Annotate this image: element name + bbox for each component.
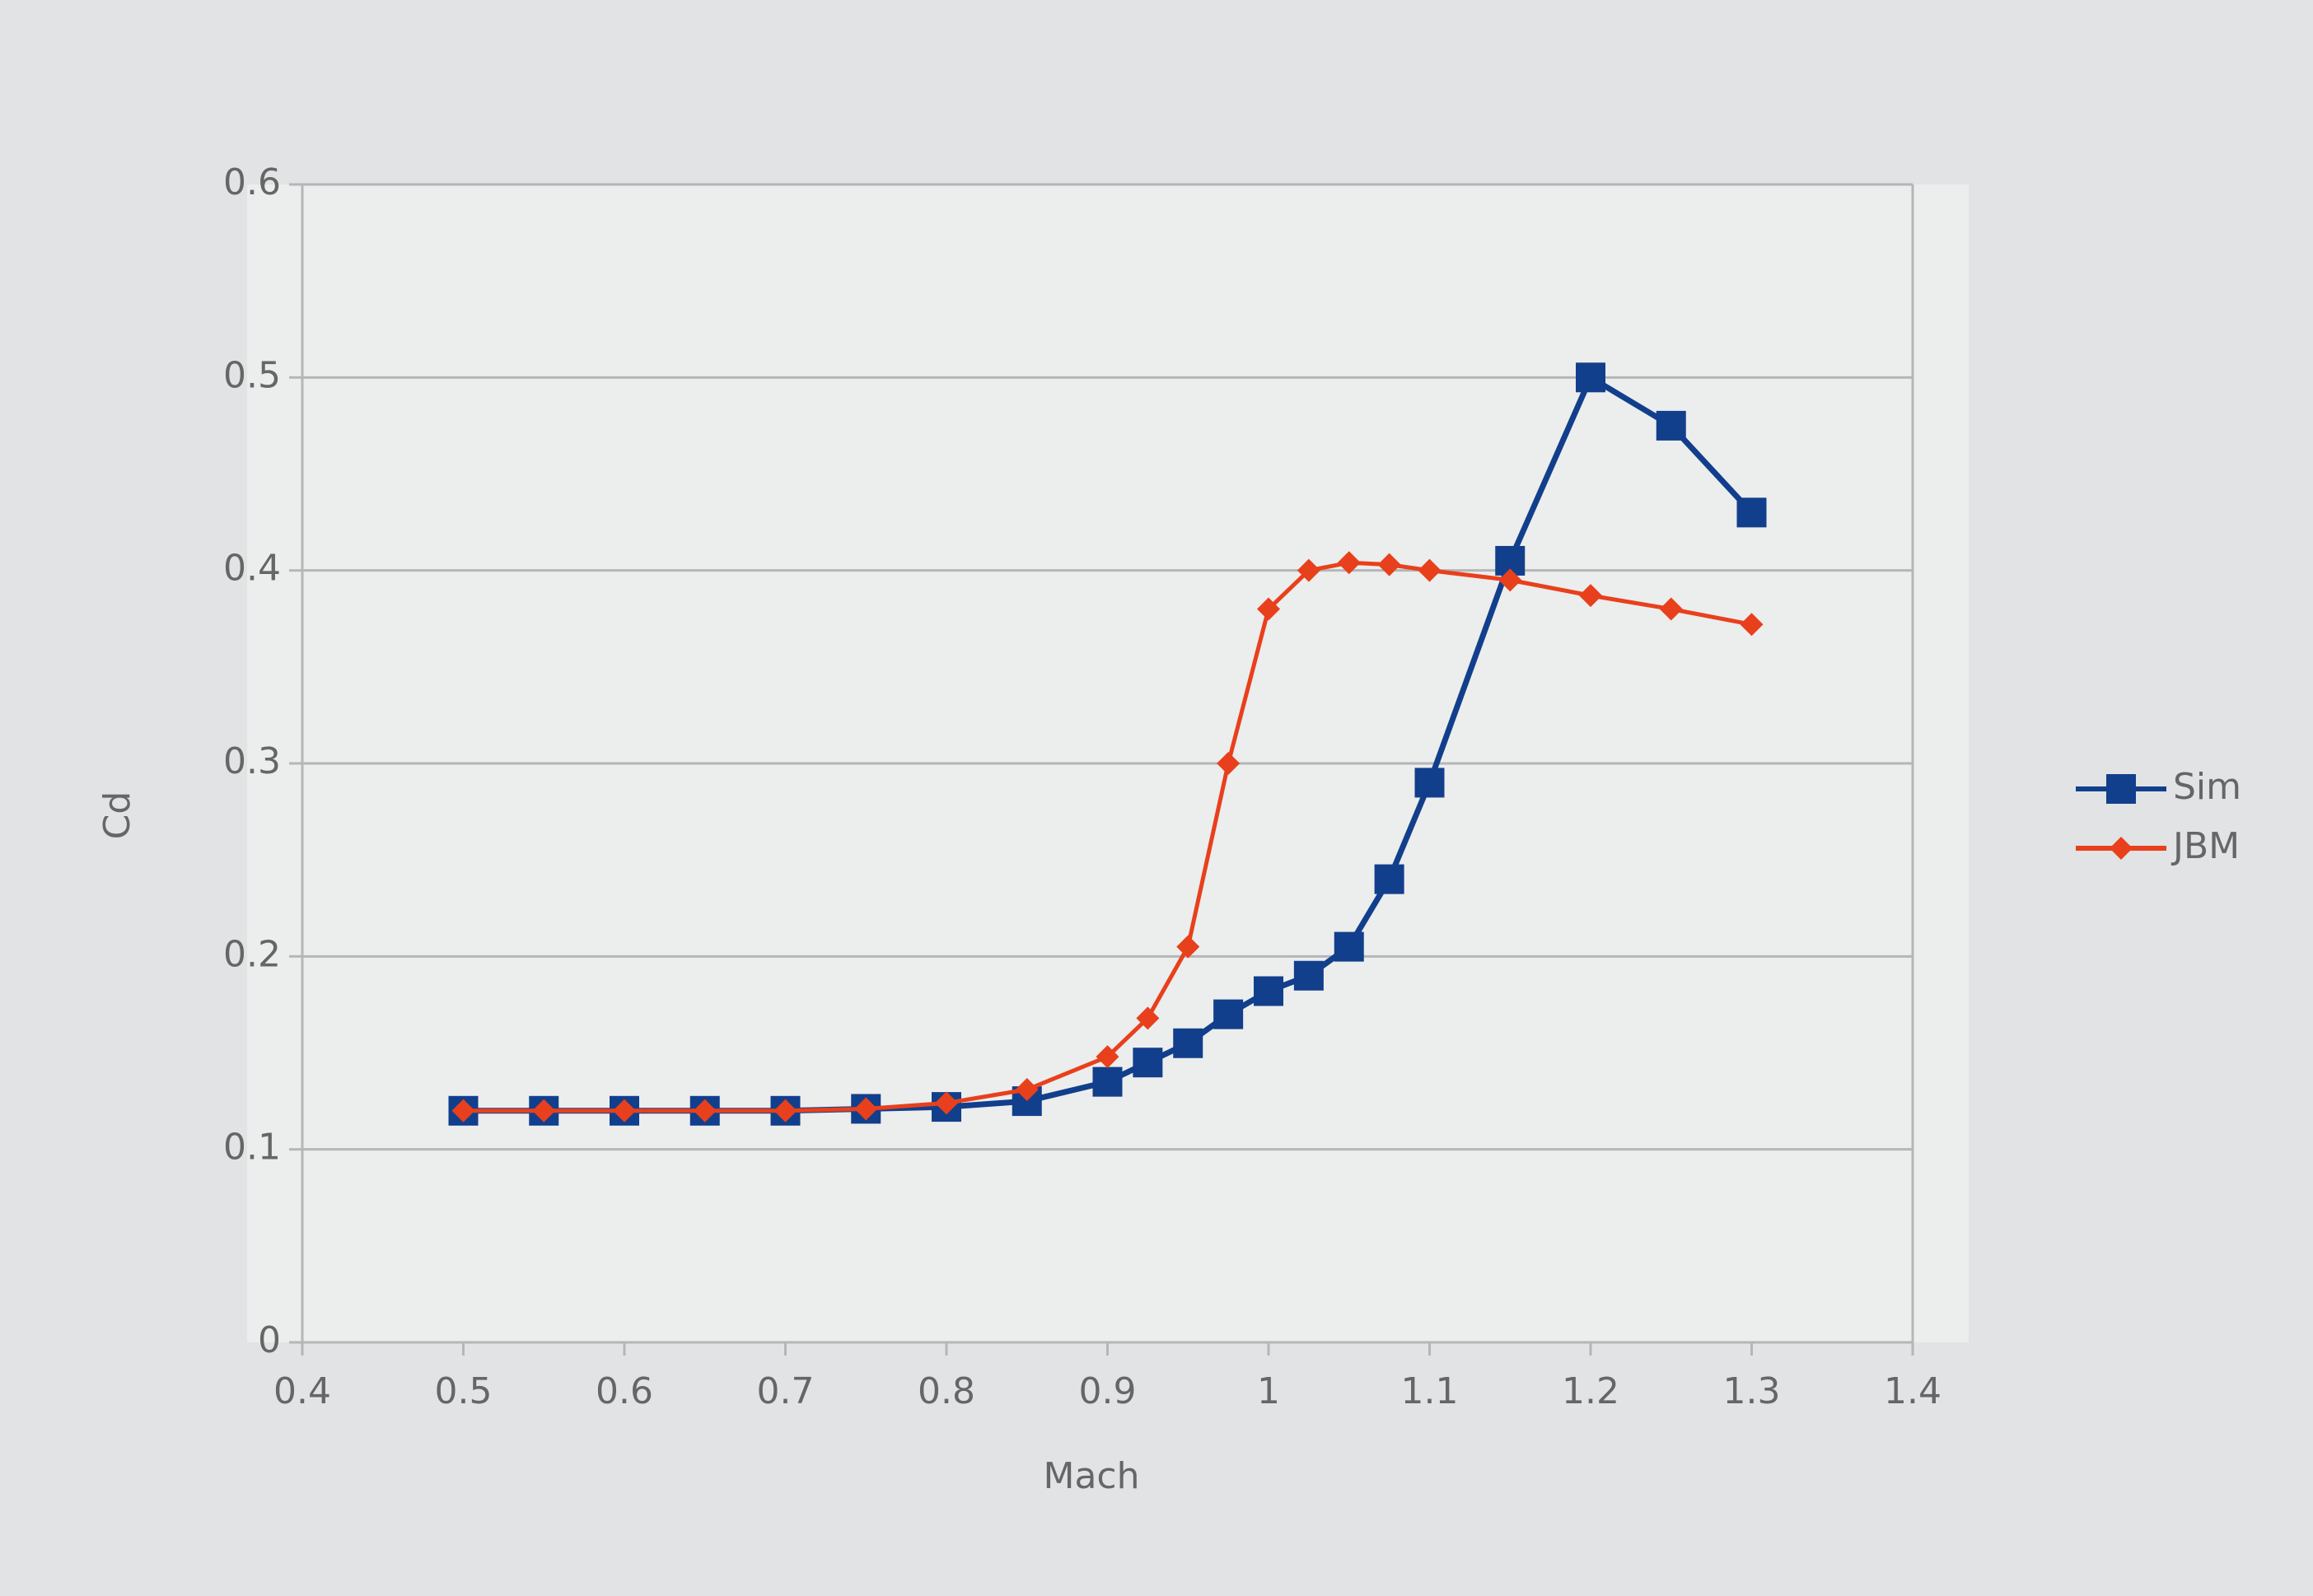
x-tick-label: 1.4 — [1884, 1370, 1942, 1412]
y-axis-label: Cd — [96, 791, 138, 840]
marker — [1173, 1028, 1203, 1058]
marker — [1297, 558, 1320, 582]
marker — [1293, 960, 1324, 991]
marker — [1736, 497, 1767, 528]
marker — [693, 1099, 717, 1122]
x-tick-label: 1.1 — [1401, 1370, 1459, 1412]
x-tick-label: 1.2 — [1562, 1370, 1619, 1412]
marker — [1133, 1048, 1163, 1078]
x-tick-label: 0.9 — [1079, 1370, 1137, 1412]
x-tick-label: 0.5 — [435, 1370, 493, 1412]
marker — [1217, 752, 1241, 775]
marker — [1257, 597, 1280, 621]
marker — [1418, 558, 1442, 582]
marker — [613, 1099, 636, 1122]
y-tick-label: 0.3 — [223, 740, 281, 782]
marker — [1096, 1045, 1119, 1069]
marker — [1656, 410, 1686, 441]
legend-marker — [2106, 774, 2136, 804]
x-tick-label: 0.8 — [918, 1370, 975, 1412]
marker — [773, 1099, 797, 1122]
x-axis-label: Mach — [1043, 1455, 1139, 1497]
y-tick-label: 0 — [258, 1319, 281, 1361]
marker — [1740, 613, 1764, 637]
legend-marker — [2110, 837, 2133, 860]
marker — [1659, 597, 1683, 621]
y-tick-label: 0.5 — [223, 354, 281, 396]
marker — [1254, 976, 1283, 1006]
marker — [1414, 768, 1445, 798]
marker — [1213, 999, 1244, 1029]
marker — [1136, 1006, 1160, 1030]
marker — [532, 1099, 556, 1122]
marker — [1374, 864, 1404, 894]
marker — [1015, 1078, 1039, 1102]
marker — [935, 1091, 958, 1115]
marker — [854, 1097, 878, 1121]
marker — [1576, 362, 1605, 393]
marker — [1334, 931, 1364, 962]
marker — [1337, 551, 1361, 575]
marker — [1176, 935, 1200, 959]
legend-label: Sim — [2173, 766, 2241, 808]
y-tick-label: 0.1 — [223, 1127, 281, 1169]
x-tick-label: 0.6 — [596, 1370, 653, 1412]
marker — [1579, 584, 1602, 608]
y-tick-label: 0.4 — [223, 548, 281, 590]
marker — [451, 1099, 475, 1122]
y-tick-label: 0.2 — [223, 933, 281, 975]
marker — [1498, 568, 1522, 592]
x-tick-label: 1.3 — [1723, 1370, 1781, 1412]
marker — [1377, 553, 1401, 576]
legend-label: JBM — [2170, 825, 2240, 867]
x-tick-label: 0.7 — [757, 1370, 815, 1412]
x-tick-label: 1 — [1257, 1370, 1280, 1412]
marker — [1092, 1066, 1123, 1097]
y-tick-label: 0.6 — [223, 161, 281, 203]
x-tick-label: 0.4 — [273, 1370, 331, 1412]
